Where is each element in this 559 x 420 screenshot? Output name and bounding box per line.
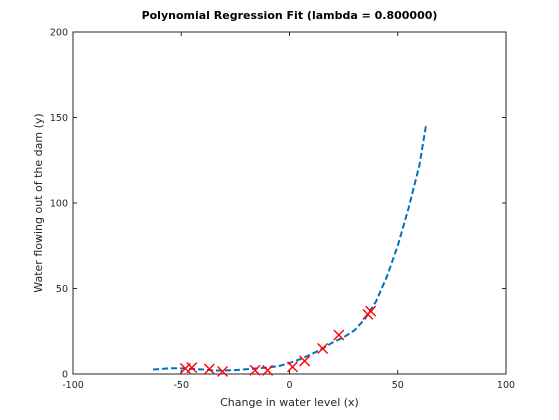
data-point-marker <box>186 362 198 374</box>
y-tick-label: 150 <box>50 113 68 124</box>
data-point-marker <box>365 305 377 317</box>
data-point-marker <box>217 365 229 377</box>
data-point-marker <box>287 361 299 373</box>
x-tick-label: 50 <box>392 380 404 391</box>
data-point-marker <box>203 363 215 375</box>
x-axis-label: Change in water level (x) <box>220 396 359 409</box>
y-tick-label: 0 <box>62 370 68 381</box>
data-points-layer <box>179 305 377 377</box>
x-tick-label: 100 <box>497 380 515 391</box>
x-tick-label: -50 <box>173 380 189 391</box>
data-point-marker <box>333 329 345 341</box>
y-tick-label: 100 <box>50 199 68 210</box>
tick-labels: -100 -50 0 50 100 0 50 100 150 200 <box>50 28 515 392</box>
x-tick-label: -100 <box>62 380 84 391</box>
data-point-marker <box>317 343 329 355</box>
y-axis-label: Water flowing out of the dam (y) <box>32 113 45 292</box>
x-tick-label: 0 <box>286 380 292 391</box>
y-tick-label: 50 <box>56 284 68 295</box>
data-point-marker <box>249 364 261 376</box>
data-point-marker <box>299 355 311 367</box>
chart-title: Polynomial Regression Fit (lambda = 0.80… <box>142 9 438 22</box>
y-tick-label: 200 <box>50 28 68 39</box>
data-point-marker <box>262 364 274 376</box>
plot-area <box>72 31 507 375</box>
